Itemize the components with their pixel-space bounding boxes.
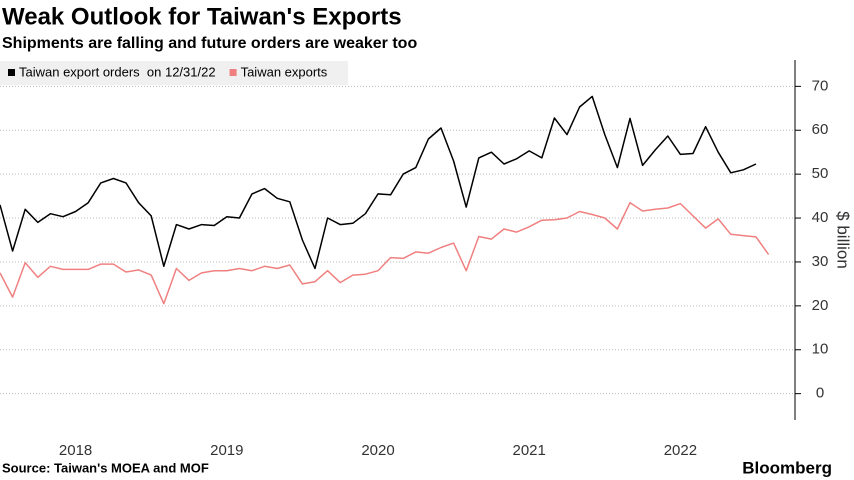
x-tick-label: 2018 — [59, 442, 92, 459]
x-tick-label: 2019 — [210, 442, 243, 459]
y-tick-label: 0 — [816, 385, 824, 402]
x-tick-label: 2022 — [664, 442, 697, 459]
y-tick-label: 60 — [812, 121, 829, 138]
chart-subtitle: Shipments are falling and future orders … — [2, 35, 417, 52]
legend-swatch — [229, 69, 237, 76]
y-tick-label: 70 — [812, 77, 829, 94]
y-tick-label: 40 — [812, 209, 829, 226]
legend-label: Taiwan export orders on 12/31/22 — [19, 64, 216, 79]
y-tick-label: 20 — [812, 297, 829, 314]
series-line — [0, 95, 757, 270]
legend-label: Taiwan exports — [241, 64, 328, 79]
x-tick-label: 2020 — [361, 442, 394, 459]
legend-box — [0, 61, 348, 85]
y-tick-label: 50 — [812, 165, 829, 182]
chart-title: Weak Outlook for Taiwan's Exports — [2, 3, 402, 30]
legend-swatch — [8, 69, 15, 76]
brand: Bloomberg — [742, 458, 832, 477]
y-tick-label: 10 — [812, 341, 829, 358]
source: Source: Taiwan's MOEA and MOF — [2, 460, 209, 475]
y-axis-label: $ billion — [834, 211, 853, 269]
y-tick-label: 30 — [812, 253, 829, 270]
series-line — [0, 201, 770, 305]
x-tick-label: 2021 — [513, 442, 546, 459]
